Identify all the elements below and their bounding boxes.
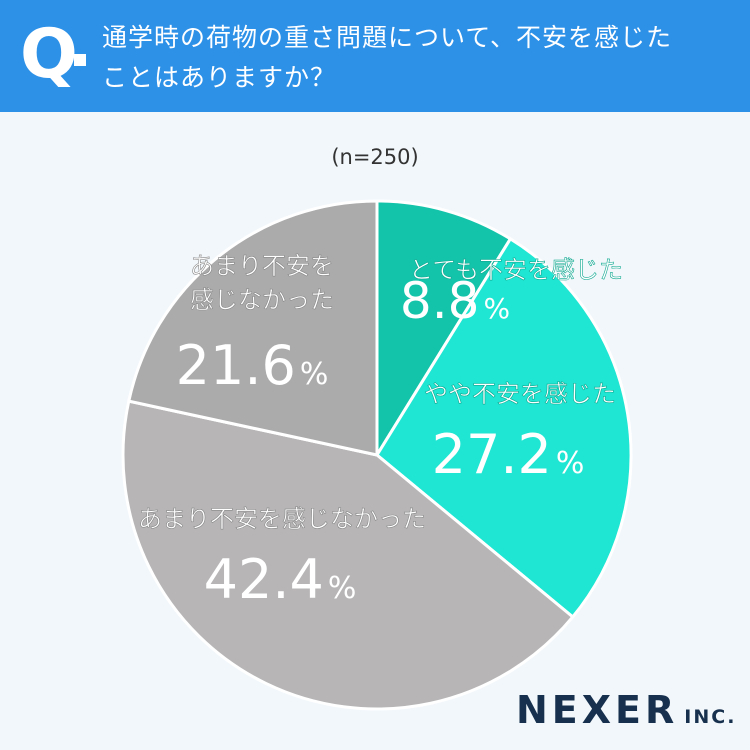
question-line-2: ことはありますか？ [102,63,337,92]
slice-label: あまり不安を [190,252,334,280]
question-line-1: 通学時の荷物の重さ問題について、不安を感じた [102,23,673,52]
sample-size: (n=250) [331,145,419,169]
slice-value: 21.6% [176,334,329,397]
slice-value: 27.2% [432,423,585,486]
pie-slice [375,236,633,620]
question-header: Q 通学時の荷物の重さ問題について、不安を感じた ことはありますか？ [0,0,750,112]
slice-label: 感じなかった [190,286,334,314]
q-mark: Q [20,15,78,94]
slice-value: 42.4% [204,548,357,611]
q-dot [74,54,86,66]
pie-slice [126,199,379,457]
slice-label: とても不安を感じた [409,256,623,284]
logo-sub: INC. [684,706,737,728]
pie-slice [121,399,575,711]
logo-main: NEXER [516,688,679,732]
slice-value: 8.8% [400,272,510,330]
slice-label: あまり不安を感じなかった [138,505,426,533]
pie-slice [375,199,513,461]
nexer-logo: NEXER INC. [516,688,736,732]
slice-label: やや不安を感じた [424,380,616,408]
question-text: 通学時の荷物の重さ問題について、不安を感じた ことはありますか？ [102,18,732,98]
